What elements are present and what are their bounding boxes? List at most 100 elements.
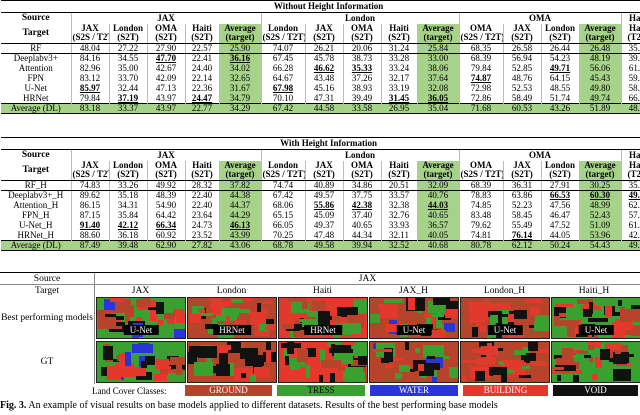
table-cell: 31.45 (380, 93, 417, 104)
prediction-map: U-Net (551, 297, 640, 339)
target-row: Target JAX London Haiti JAX_H London_H Haiti_… (0, 284, 640, 297)
target-label: Target (0, 285, 95, 297)
table-cell: 59.00 (620, 73, 640, 84)
legend-swatch-void: VOID (553, 385, 638, 396)
table-cell: 28.32 (184, 180, 219, 191)
table-cell: 58.45 (502, 210, 541, 221)
table-cell: 86.15 (70, 200, 109, 211)
table-cell: 40.05 (416, 230, 459, 241)
table-cell: 34.31 (108, 200, 147, 211)
table-cell: 83.12 (70, 73, 109, 84)
table-cell: 22.36 (184, 83, 219, 94)
row-label: Average (DL) (1, 103, 71, 114)
prediction-cell: U-Net (95, 296, 186, 340)
table-cell: 33.28 (380, 53, 417, 64)
model-tag: U-Net (123, 325, 159, 335)
table-cell: 40.76 (416, 190, 459, 201)
caption-text: An example of visual results on base mod… (28, 400, 498, 411)
table-cell: 68.39 (458, 180, 503, 191)
table-cell: 66.34 (146, 220, 185, 231)
table-cell: 39.05 (620, 53, 640, 64)
table-cell: 39.94 (342, 240, 381, 251)
target-column-label: London_H (483, 286, 526, 296)
source-group-oma: OMA (458, 149, 621, 161)
ground-truth-map (278, 341, 368, 383)
table-cell: 32.08 (416, 83, 459, 94)
prediction-map: U-Net (369, 297, 459, 339)
table-cell: 60.92 (146, 230, 185, 241)
table-cell: 33.57 (380, 190, 417, 201)
table-cell: 87.15 (70, 210, 109, 221)
table-cell: 27.22 (108, 43, 147, 54)
table-cell: 37.26 (342, 73, 381, 84)
table-row: Deeplabv3+_H 89.62 35.18 48.39 22.40 44.38 67.… (1, 190, 640, 201)
figure-caption: Fig. 3. An example of visual results on … (0, 400, 640, 412)
table-cell: 51.09 (578, 220, 621, 231)
table-row: Attention_H 86.15 34.31 54.90 22.40 44.37 68.0… (1, 200, 640, 211)
target-column-header: Haiti (S2T) (184, 23, 219, 44)
table-cell: 23.52 (184, 230, 219, 241)
table-cell: 23.64 (184, 210, 219, 221)
table-cell: 66.53 (540, 190, 579, 201)
prediction-map: HRNet (278, 297, 368, 339)
table-cell: 27.91 (540, 180, 579, 191)
table-cell: 45.78 (304, 53, 343, 64)
table-cell: 34.29 (218, 103, 261, 114)
table-cell: 49.29 (620, 240, 640, 251)
target-column-header: JAX (S2T) (502, 160, 541, 181)
ground-truth-cell (459, 340, 550, 384)
table-cell: 76.14 (502, 230, 541, 241)
table-cell: 60.30 (578, 190, 621, 201)
table-cell: 33.37 (108, 103, 147, 114)
target-column-label: Haiti (313, 286, 332, 296)
table-title: With Height Information (1, 137, 640, 150)
table-cell: 34.02 (218, 63, 261, 74)
target-column-header: JAX (S2T) (502, 23, 541, 44)
table-cell: 36.16 (218, 53, 261, 64)
table-cell: 43.99 (218, 230, 261, 241)
table-cell: 35.84 (108, 210, 147, 221)
table-cell: 68.39 (458, 53, 503, 64)
target-column-header: London (S2S / T2T) (260, 23, 305, 44)
ground-truth-map (551, 341, 640, 383)
table-cell: 43.48 (304, 73, 343, 84)
table-cell: 52.85 (502, 63, 541, 74)
table-cell: 36.05 (416, 93, 459, 104)
prediction-cell: HRNet (186, 296, 277, 340)
target-column-header: Haiti (S2T) (184, 160, 219, 181)
table-cell: 47.13 (146, 83, 185, 94)
table-cell: 37.82 (218, 180, 261, 191)
best-models-row: Best performing models U-Net HRNet HRNet U-… (0, 296, 640, 340)
prediction-map: U-Net (460, 297, 550, 339)
table-cell: 26.44 (540, 43, 579, 54)
table-cell: 58.49 (502, 93, 541, 104)
table-cell: 48.04 (70, 43, 109, 54)
table-cell: 53.96 (578, 230, 621, 241)
table-cell: 30.25 (578, 180, 621, 191)
table-row: Average (DL) 83.18 33.37 43.97 22.77 34.29 67.… (1, 103, 640, 114)
table-row: FPN_H 87.15 35.84 64.42 23.64 44.29 65.15 45.09… (1, 210, 640, 221)
table-cell: 46.62 (304, 63, 343, 74)
table-cell: 57.55 (620, 210, 640, 221)
table-cell: 67.45 (260, 53, 305, 64)
target-column-header: JAX(S2S / T2T) (70, 23, 109, 44)
table-cell: 33.58 (342, 103, 381, 114)
table-cell: 34.55 (108, 53, 147, 64)
target-header: Target (1, 160, 71, 181)
target-column-header: Haiti(T2T) (620, 160, 640, 181)
table-cell: 20.06 (342, 43, 381, 54)
table-cell: 64.15 (540, 73, 579, 84)
table-row: RF_H 74.83 33.26 49.92 28.32 37.82 74.74 40.89 3… (1, 180, 640, 191)
table-cell: 74.81 (458, 230, 503, 241)
table-cell: 40.68 (416, 240, 459, 251)
table-cell: 35.33 (342, 63, 381, 74)
model-tag: U-Net (578, 325, 614, 335)
table-cell: 38.93 (342, 83, 381, 94)
table-cell: 46.13 (218, 220, 261, 231)
table-cell: 63.86 (502, 190, 541, 201)
table-cell: 42.38 (342, 200, 381, 211)
table-cell: 36.57 (416, 220, 459, 231)
table-cell: 48.99 (578, 200, 621, 211)
table-cell: 35.06 (620, 180, 640, 191)
